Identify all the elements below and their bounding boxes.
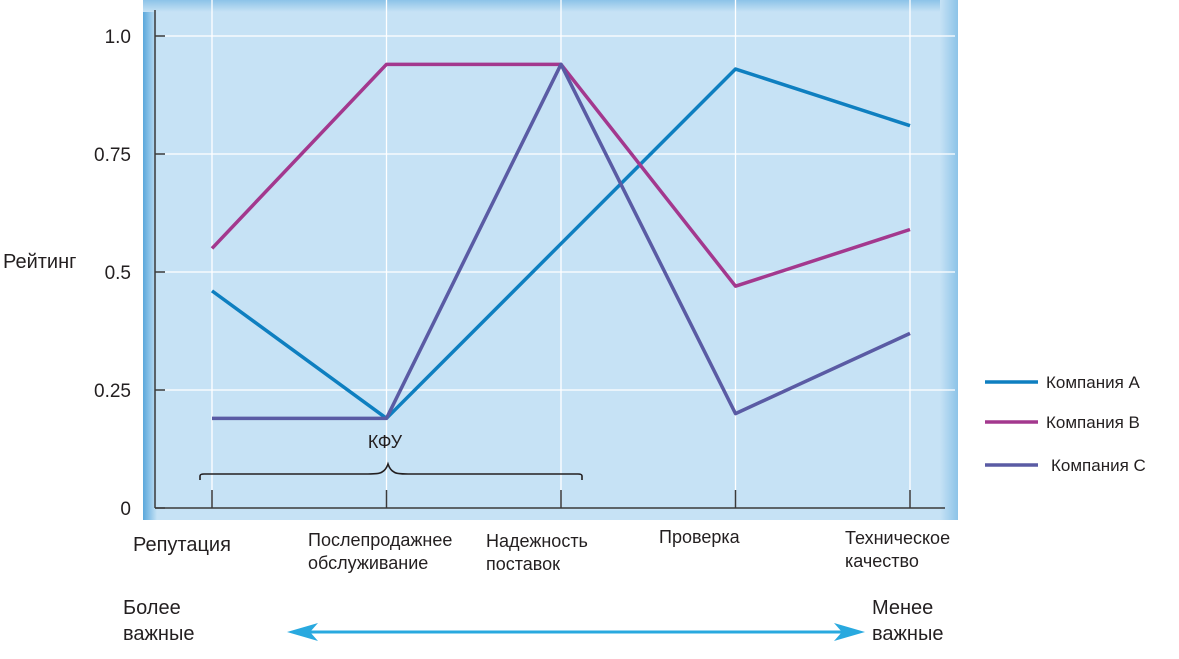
importance-left: Более важные — [123, 597, 194, 645]
series-line — [210, 67, 911, 421]
importance-left-line2: важные — [123, 623, 194, 645]
y-tick-label: 0.5 — [105, 263, 131, 284]
importance-right-line1: Менее — [872, 597, 933, 619]
y-axis-label: Рейтинг — [3, 251, 76, 273]
legend: Компания А Компания В Компания С — [985, 373, 1146, 475]
category-label: Послепродажнее — [308, 530, 452, 550]
series-group — [210, 62, 911, 421]
y-tick-label: 0.75 — [94, 145, 131, 166]
x-ticks — [211, 490, 911, 508]
importance-right: Менее важные — [872, 597, 943, 645]
plot-frame-left — [143, 0, 157, 520]
legend-label: Компания А — [1046, 373, 1141, 392]
importance-left-line1: Более — [123, 597, 181, 619]
legend-label: Компания В — [1046, 413, 1140, 432]
y-tick-label: 0.25 — [94, 381, 131, 402]
importance-arrow — [287, 623, 865, 641]
y-tick-label: 0 — [120, 499, 131, 520]
category-labels: Репутация Послепродажнее обслуживание Надеж… — [133, 527, 950, 574]
category-label: Проверка — [659, 527, 741, 547]
category-label: Репутация — [133, 534, 231, 556]
importance-right-line2: важные — [872, 623, 943, 645]
category-label: качество — [845, 551, 919, 571]
kfu-annotation: КФУ — [368, 432, 403, 452]
y-tick-label: 1.0 — [105, 27, 131, 48]
category-label: Техническое — [845, 528, 950, 548]
category-label: Надежность — [486, 531, 588, 551]
plot-frame-right — [940, 0, 958, 520]
legend-label: Компания С — [1051, 456, 1146, 475]
y-ticks: 0 0.25 0.5 0.75 1.0 — [94, 27, 165, 520]
grid — [155, 0, 955, 508]
plot-frame-top — [143, 0, 958, 12]
category-label: поставок — [486, 554, 560, 574]
series-line — [212, 62, 911, 421]
kfu-brace — [199, 461, 583, 480]
plot-background — [143, 0, 958, 520]
category-label: обслуживание — [308, 553, 428, 573]
